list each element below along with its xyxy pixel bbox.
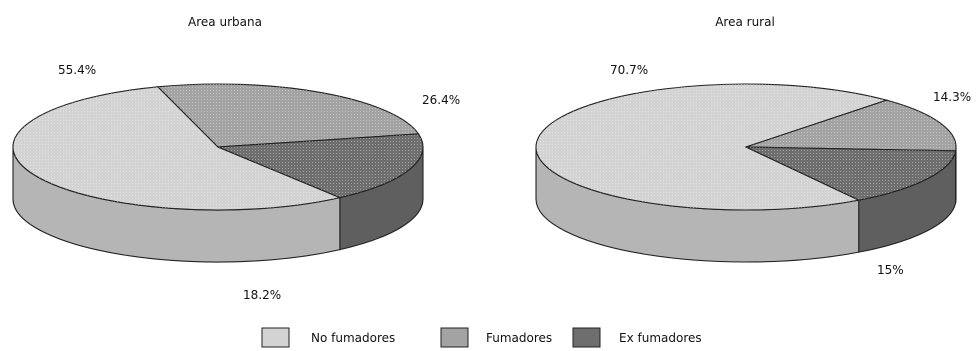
pie-slice-texture-urban-no-fumadores — [12, 86, 340, 211]
pie-slice-texture-urban-ex-fumadores — [218, 133, 423, 198]
pie-slice-texture-rural-ex-fumadores — [746, 147, 956, 201]
legend-swatch-fumadores — [440, 327, 469, 348]
pie-chart-urban: Area urbana 55.4% 26.4% 18.2% — [12, 15, 460, 302]
legend-swatch-no-fumadores — [261, 327, 290, 348]
pie-tops-rural — [535, 83, 957, 211]
legend-label-no-fumadores: No fumadores — [311, 331, 395, 345]
slice-label-rural-ex-fumadores: 15% — [877, 263, 904, 277]
pie-slice-texture-rural-fumadores — [746, 100, 956, 151]
pie-slice-texture-urban-fumadores — [157, 84, 419, 147]
legend-label-fumadores: Fumadores — [486, 331, 552, 345]
pie-slice-texture-rural-no-fumadores — [536, 84, 887, 210]
slice-label-urban-ex-fumadores: 18.2% — [243, 288, 281, 302]
slice-label-rural-no-fumadores: 70.7% — [610, 63, 648, 77]
legend: No fumadores Fumadores Ex fumadores — [261, 327, 702, 348]
slice-label-urban-fumadores: 26.4% — [422, 93, 460, 107]
chart-title-rural: Area rural — [715, 15, 775, 29]
pie-chart-rural: Area rural 70.7% 14.3% 15% — [535, 15, 971, 277]
legend-swatch-ex-fumadores — [572, 327, 601, 348]
pie-tops-urban — [12, 83, 424, 211]
legend-label-ex-fumadores: Ex fumadores — [619, 331, 702, 345]
chart-title-urban: Area urbana — [188, 15, 262, 29]
slice-label-urban-no-fumadores: 55.4% — [58, 63, 96, 77]
slice-label-rural-fumadores: 14.3% — [933, 90, 971, 104]
